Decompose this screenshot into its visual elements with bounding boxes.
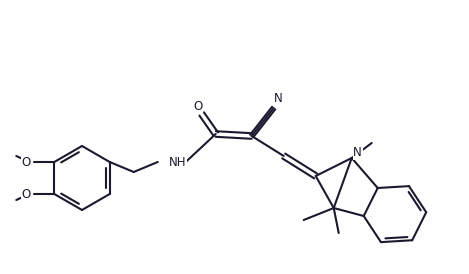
Text: O: O — [193, 99, 202, 113]
Text: O: O — [22, 187, 31, 201]
Text: O: O — [22, 156, 31, 169]
Text: NH: NH — [169, 156, 187, 169]
Text: N: N — [274, 93, 283, 105]
Text: N: N — [353, 147, 362, 159]
